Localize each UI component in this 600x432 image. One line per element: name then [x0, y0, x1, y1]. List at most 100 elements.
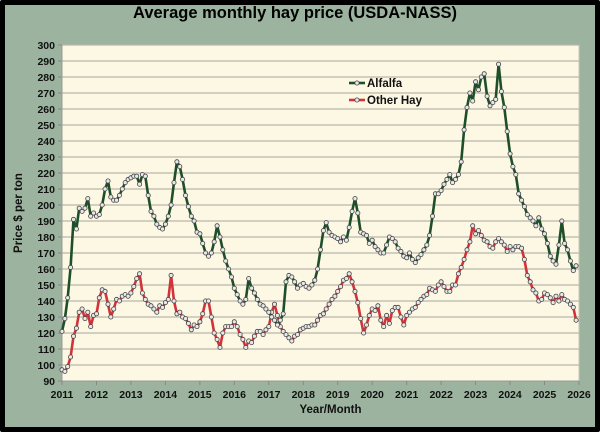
data-point: [76, 309, 82, 315]
data-point: [562, 240, 568, 246]
data-point: [375, 303, 381, 309]
y-tick-label: 140: [37, 296, 55, 308]
data-point: [455, 172, 461, 178]
data-point: [254, 296, 260, 302]
x-tick-label: 2024: [498, 389, 522, 401]
x-tick-label: 2026: [567, 389, 591, 401]
data-point: [329, 296, 335, 302]
data-point: [88, 324, 94, 330]
x-tick-label: 2021: [395, 389, 419, 401]
data-point: [363, 322, 369, 328]
x-tick-label: 2019: [326, 389, 350, 401]
data-point: [355, 300, 361, 306]
data-point: [415, 255, 421, 261]
data-point: [82, 205, 88, 211]
data-point: [208, 314, 214, 320]
data-point: [231, 319, 237, 325]
data-point: [234, 292, 240, 298]
legend-label: Other Hay: [367, 95, 423, 107]
data-point: [550, 300, 556, 306]
data-point: [266, 324, 272, 330]
data-point: [496, 61, 502, 67]
data-point: [343, 276, 349, 282]
data-point: [335, 236, 341, 242]
data-point: [283, 332, 289, 338]
data-point: [159, 304, 165, 310]
data-point: [274, 312, 280, 318]
data-point: [289, 338, 295, 344]
data-point: [524, 212, 530, 218]
data-point: [539, 226, 545, 232]
data-point: [521, 256, 527, 262]
data-point: [165, 296, 171, 302]
data-point: [366, 312, 372, 318]
data-point: [438, 188, 444, 194]
y-tick-label: 130: [37, 312, 55, 324]
x-tick-label: 2023: [464, 389, 488, 401]
data-point: [315, 317, 321, 323]
data-point: [470, 223, 476, 229]
legend: Alfalfa Other Hay: [349, 78, 423, 107]
data-point: [289, 274, 295, 280]
data-point: [65, 295, 71, 301]
y-tick-label: 300: [37, 40, 55, 52]
y-tick-label: 180: [37, 232, 55, 244]
y-tick-label: 290: [37, 56, 55, 68]
data-point: [197, 231, 203, 237]
data-point: [389, 308, 395, 314]
data-point: [501, 104, 507, 110]
data-point: [444, 176, 450, 182]
data-point: [481, 71, 487, 77]
data-point: [398, 314, 404, 320]
data-point: [435, 282, 441, 288]
data-point: [395, 304, 401, 310]
data-point: [188, 327, 194, 333]
data-point: [205, 253, 211, 259]
data-point: [214, 336, 220, 342]
y-tick-label: 240: [37, 136, 55, 148]
data-point: [519, 197, 525, 203]
data-point: [269, 314, 275, 320]
data-point: [375, 247, 381, 253]
data-point: [286, 335, 292, 341]
data-point: [406, 309, 412, 315]
data-point: [519, 245, 525, 251]
data-point: [102, 288, 108, 294]
data-point: [283, 279, 289, 285]
data-point: [177, 164, 183, 170]
data-point: [415, 300, 421, 306]
data-point: [395, 245, 401, 251]
data-point: [220, 247, 226, 253]
data-point: [105, 178, 111, 184]
data-point: [530, 218, 536, 224]
data-point: [260, 332, 266, 338]
legend-item: Alfalfa: [349, 78, 403, 90]
data-point: [312, 322, 318, 328]
data-point: [461, 256, 467, 262]
data-point: [547, 295, 553, 301]
data-point: [300, 280, 306, 286]
data-point: [85, 196, 91, 202]
y-tick-label: 160: [37, 264, 55, 276]
data-point: [521, 204, 527, 210]
x-tick-label: 2015: [188, 389, 212, 401]
data-point: [108, 194, 114, 200]
data-point: [205, 298, 211, 304]
x-tick-label: 2016: [223, 389, 247, 401]
data-point: [447, 172, 453, 178]
data-point: [277, 317, 283, 323]
x-axis: 2011 2012 2013 2014 2015 2016 2017 2018 2019 2020…: [51, 380, 591, 401]
data-point: [174, 159, 180, 165]
data-point: [467, 239, 473, 245]
data-point: [461, 127, 467, 133]
data-point: [475, 228, 481, 234]
data-point: [412, 260, 418, 266]
data-point: [137, 271, 143, 277]
data-point: [94, 311, 100, 317]
data-point: [122, 180, 128, 186]
data-point: [573, 263, 579, 269]
data-point: [335, 288, 341, 294]
data-point: [243, 344, 249, 350]
y-axis: 90 100 110 120 130 140 150 160 170 180 190 200 210 22…: [37, 40, 63, 388]
